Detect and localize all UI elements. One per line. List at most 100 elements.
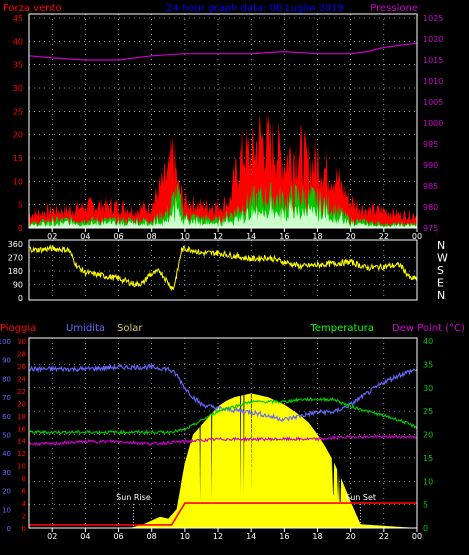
temperature-axis-tick: 15 xyxy=(423,454,433,463)
rain-axis-tick: 0 xyxy=(22,525,26,533)
x-tick-label: 12 xyxy=(213,232,223,241)
rain-line xyxy=(29,502,417,526)
x-tick-label: 22 xyxy=(379,532,389,541)
humidity-axis-tick: 50 xyxy=(2,432,11,440)
compass-label: W xyxy=(437,252,448,265)
humidity-axis-tick: 40 xyxy=(2,450,11,458)
pressure-axis-tick: 990 xyxy=(423,161,438,170)
rain-axis-tick: 6 xyxy=(22,488,27,496)
x-tick-label: 16 xyxy=(279,232,289,241)
temperature-axis-tick: 30 xyxy=(423,384,433,393)
humidity-axis-title: Umidita xyxy=(66,323,105,334)
temperature-line xyxy=(29,396,418,436)
temperature-axis-tick: 25 xyxy=(423,407,433,416)
humidity-axis-tick: 100 xyxy=(0,338,11,346)
humidity-axis-tick: 10 xyxy=(2,506,11,514)
compass-label: S xyxy=(437,264,444,277)
sun-marker-label: Sun Rise xyxy=(116,493,151,502)
pressure-axis-tick: 1025 xyxy=(423,14,443,23)
direction-axis-tick: 90 xyxy=(13,281,23,290)
rain-axis-tick: 10 xyxy=(17,463,26,471)
pressure-axis-title: Pressione xyxy=(370,3,418,14)
wind-axis-tick: 0 xyxy=(18,224,23,233)
rain-axis-tick: 12 xyxy=(17,450,26,458)
wind-axis-tick: 5 xyxy=(18,201,23,210)
rain-axis-tick: 18 xyxy=(17,413,26,421)
humidity-axis-tick: 30 xyxy=(2,469,11,477)
x-tick-label: 14 xyxy=(246,532,256,541)
solar-area xyxy=(29,393,417,528)
x-tick-label: 14 xyxy=(246,232,256,241)
wind-direction-line xyxy=(28,244,418,292)
x-tick-label: 06 xyxy=(113,532,123,541)
x-tick-label: 08 xyxy=(147,532,157,541)
dewpoint-axis-title: Dew Point (°C) xyxy=(392,323,465,334)
chart-title-date: 24 hour graph data: 06 Luglio 2019 xyxy=(166,3,344,14)
x-tick-label: 20 xyxy=(346,532,356,541)
rain-axis-tick: 8 xyxy=(22,475,26,483)
wind-axis-tick: 20 xyxy=(13,131,23,140)
temperature-axis-tick: 20 xyxy=(423,431,433,440)
climate-panel: 0102030405060708090100024681012141618202… xyxy=(0,337,433,541)
pressure-axis-tick: 995 xyxy=(423,140,438,149)
pressure-axis-tick: 985 xyxy=(423,182,438,191)
wind-axis-tick: 30 xyxy=(13,84,23,93)
x-tick-label: 20 xyxy=(346,232,356,241)
humidity-axis-tick: 0 xyxy=(7,525,11,533)
rain-axis-tick: 30 xyxy=(17,338,26,346)
compass-label: N xyxy=(437,239,445,252)
direction-axis-tick: 180 xyxy=(8,267,23,276)
wind-pressure-panel: 0510152025303540459759809859909951000100… xyxy=(13,13,443,241)
temperature-axis-tick: 35 xyxy=(423,360,433,369)
plot-frame xyxy=(28,337,418,529)
wind-axis-tick: 15 xyxy=(13,154,23,163)
direction-axis-tick: 360 xyxy=(8,240,23,249)
wind-axis-tick: 25 xyxy=(13,107,23,116)
wind-axis-tick: 10 xyxy=(13,177,23,186)
plot-frame xyxy=(28,13,418,229)
x-tick-label: 10 xyxy=(180,232,190,241)
wind-axis-tick: 35 xyxy=(13,61,23,70)
x-tick-label: 16 xyxy=(279,532,289,541)
humidity-axis-tick: 90 xyxy=(2,357,11,365)
compass-label: N xyxy=(437,289,445,302)
dewpoint-line xyxy=(28,434,418,447)
plot-frame xyxy=(28,239,418,301)
pressure-axis-tick: 1005 xyxy=(423,98,443,107)
wind-light-area xyxy=(29,194,417,228)
rain-axis-tick: 24 xyxy=(17,375,26,383)
humidity-axis-tick: 60 xyxy=(2,413,11,421)
x-tick-label: 18 xyxy=(312,232,322,241)
pressure-axis-tick: 1010 xyxy=(423,77,443,86)
x-tick-label: 02 xyxy=(47,532,57,541)
humidity-axis-tick: 80 xyxy=(2,375,11,383)
rain-axis-tick: 22 xyxy=(17,388,26,396)
pressure-line xyxy=(28,42,418,61)
humidity-axis-tick: 20 xyxy=(2,488,11,496)
x-tick-label: 00 xyxy=(412,532,422,541)
solar-axis-title: Solar xyxy=(117,323,143,334)
temperature-axis-title: Temperatura xyxy=(309,323,374,334)
x-tick-label: 04 xyxy=(80,232,90,241)
x-tick-label: 04 xyxy=(80,532,90,541)
wind-axis-tick: 45 xyxy=(13,14,23,23)
humidity-axis-tick: 70 xyxy=(2,394,11,402)
x-tick-label: 10 xyxy=(180,532,190,541)
direction-axis-tick: 270 xyxy=(8,254,23,263)
rain-axis-tick: 14 xyxy=(17,438,26,446)
x-tick-label: 06 xyxy=(113,232,123,241)
pressure-axis-tick: 1015 xyxy=(423,56,443,65)
rain-axis-tick: 16 xyxy=(17,425,26,433)
humidity-line xyxy=(28,363,418,423)
wind-axis-tick: 40 xyxy=(13,37,23,46)
temperature-axis-tick: 0 xyxy=(423,524,428,533)
temperature-axis-tick: 40 xyxy=(423,337,433,346)
rain-axis-tick: 28 xyxy=(17,350,26,358)
rain-axis-tick: 2 xyxy=(22,513,26,521)
temperature-axis-tick: 5 xyxy=(423,501,428,510)
rain-axis-title: Pioggia xyxy=(0,323,36,334)
sun-marker-label: Sun Set xyxy=(345,493,376,502)
rain-axis-tick: 4 xyxy=(22,500,27,508)
